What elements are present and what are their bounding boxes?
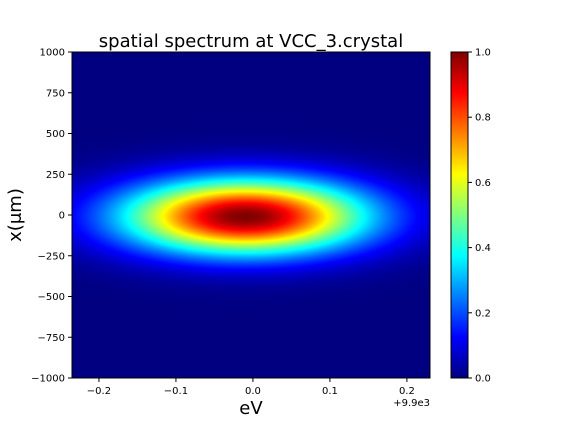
x-tick-label: −0.2 bbox=[87, 386, 111, 397]
x-tick-label: 0.1 bbox=[322, 386, 338, 397]
x-axis-ticks: −0.2 −0.1 0.0 0.1 0.2 bbox=[87, 378, 415, 397]
y-tick-label: 500 bbox=[46, 129, 65, 140]
colorbar-tick-label: 0.0 bbox=[475, 374, 491, 385]
colorbar-tick-label: 0.6 bbox=[475, 178, 491, 189]
colorbar-tick-label: 0.2 bbox=[475, 308, 491, 319]
y-tick-label: 750 bbox=[46, 88, 65, 99]
y-axis-ticks: 1000 750 500 250 0 −250 −500 −750 −1000 bbox=[31, 48, 72, 385]
y-tick-label: 250 bbox=[46, 170, 65, 181]
colorbar-tick-label: 1.0 bbox=[475, 48, 491, 59]
x-tick-label: −0.1 bbox=[164, 386, 188, 397]
colorbar-ticks: 1.0 0.8 0.6 0.4 0.2 0.0 bbox=[468, 48, 491, 385]
y-tick-label: −500 bbox=[38, 292, 65, 303]
chart-title: spatial spectrum at VCC_3.crystal bbox=[99, 31, 403, 52]
y-tick-label: 0 bbox=[59, 211, 65, 222]
x-axis-label: eV bbox=[239, 398, 263, 419]
x-offset-label: +9.9e3 bbox=[393, 398, 430, 409]
colorbar-tick-label: 0.8 bbox=[475, 113, 491, 124]
y-axis-label: x(μm) bbox=[5, 188, 26, 242]
x-tick-label: 0.2 bbox=[399, 386, 415, 397]
y-tick-label: 1000 bbox=[40, 48, 65, 59]
plot-frame bbox=[72, 52, 430, 378]
colorbar-tick-label: 0.4 bbox=[475, 243, 491, 254]
y-tick-label: −250 bbox=[38, 251, 65, 262]
y-tick-label: −1000 bbox=[31, 374, 65, 385]
y-tick-label: −750 bbox=[38, 333, 65, 344]
x-tick-label: 0.0 bbox=[245, 386, 261, 397]
colorbar-frame bbox=[451, 52, 468, 378]
